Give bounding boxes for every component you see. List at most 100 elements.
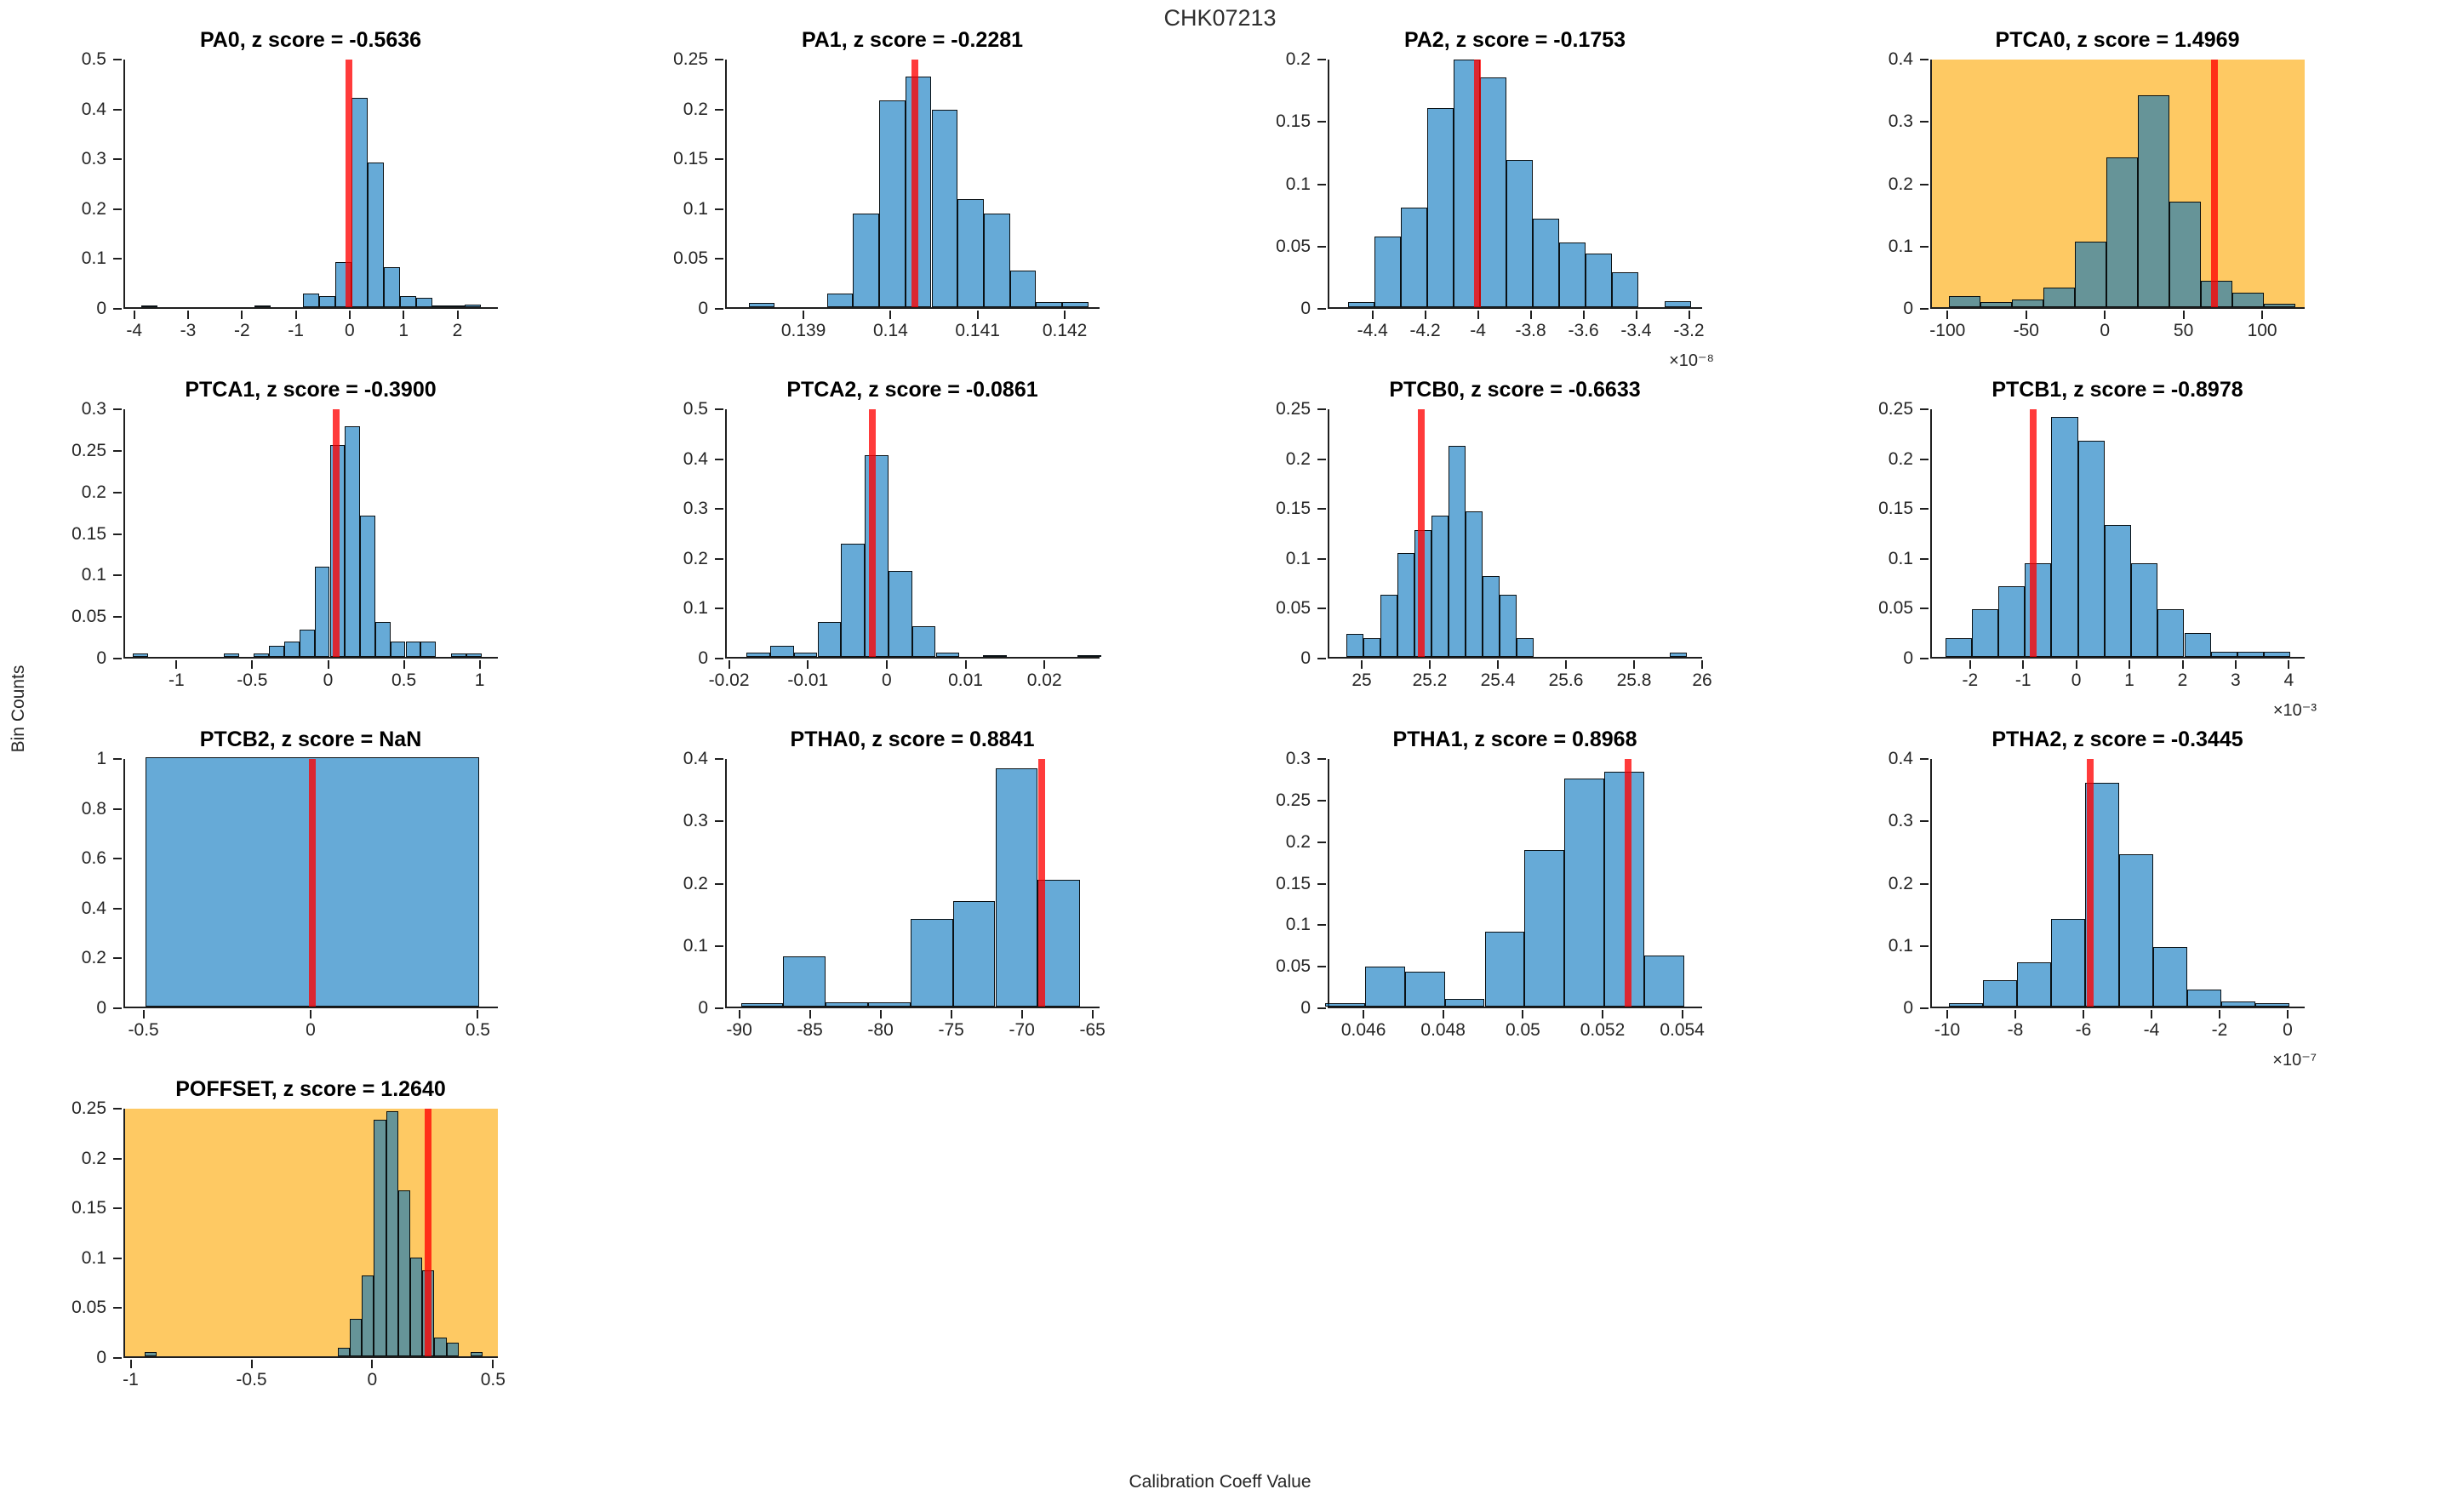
histogram-bar [853, 213, 880, 307]
y-tick-label: 0.05 [1276, 598, 1311, 619]
y-tick-label: 0 [96, 648, 106, 668]
histogram-bar [1479, 77, 1506, 307]
histogram-bar [269, 646, 284, 657]
x-tick-mark [1091, 1010, 1094, 1018]
subplot-title: PA0, z score = -0.5636 [199, 28, 422, 52]
y-tick-label: 0.1 [1285, 915, 1311, 935]
x-axis-exponent-label: ×10⁻⁷ [2272, 1051, 2317, 1070]
histogram-bar [351, 97, 368, 307]
x-tick-mark [2151, 1010, 2152, 1018]
x-tick-mark [2129, 660, 2130, 669]
histogram-bar [345, 425, 361, 657]
histogram-bar [360, 516, 375, 657]
histogram-bar [1347, 302, 1374, 307]
x-tick-label: -85 [797, 1020, 823, 1040]
y-tick-label: 0.3 [1888, 111, 1913, 132]
histogram-bar [470, 1352, 483, 1356]
y-tick-label: 0.25 [71, 1098, 106, 1118]
histogram-bar [1484, 932, 1525, 1007]
y-tick-mark [113, 758, 122, 760]
y-tick-mark [1920, 1007, 1929, 1009]
y-tick-label: 0.1 [1285, 174, 1311, 194]
histogram-bar [383, 267, 400, 307]
y-tick-mark [1317, 408, 1326, 410]
y-tick-label: 0.4 [683, 749, 708, 768]
histogram-bar [299, 629, 315, 657]
histogram-bar [995, 768, 1038, 1007]
histogram-bar [254, 305, 271, 307]
x-tick-label: 0 [306, 1020, 316, 1040]
y-tick-label: 0.15 [71, 1198, 106, 1218]
x-tick-label: 0 [323, 670, 334, 690]
subplot-PTCA2: PTCA2, z score = -0.0861 0 0.1 0.2 0.3 0.4 0.5… [683, 378, 1101, 690]
x-tick-label: -0.01 [787, 670, 829, 690]
zscore-marker-line [346, 60, 353, 307]
histogram-bar [1506, 160, 1533, 307]
x-tick-mark [492, 1360, 494, 1368]
histogram-bar [2184, 632, 2211, 657]
figure-title: CHK07213 [1163, 5, 1277, 31]
x-axis-exponent-label: ×10⁻⁸ [1669, 351, 1714, 370]
zscore-marker-line [1038, 759, 1046, 1007]
y-tick-mark [113, 108, 122, 111]
y-tick-label: 0.15 [673, 149, 708, 169]
zscore-marker-line [332, 409, 340, 657]
subplot-title: PTCB2, z score = NaN [199, 727, 422, 751]
x-tick-label: -100 [1929, 321, 1966, 340]
y-tick-label: 0.05 [1276, 956, 1311, 977]
subplot-PTHA2: PTHA2, z score = -0.3445 0 0.1 0.2 0.3 0.4 -10… [1889, 727, 2317, 1070]
x-tick-label: 25.8 [1616, 670, 1652, 690]
y-tick-mark [1920, 245, 1929, 248]
histogram-bar [1444, 999, 1485, 1007]
x-tick-label: -70 [1009, 1020, 1035, 1040]
x-tick-label: -90 [726, 1020, 752, 1040]
x-tick-label: -50 [2013, 321, 2039, 340]
y-tick-mark [113, 858, 122, 860]
y-tick-mark [715, 408, 723, 410]
histogram-bar [1036, 302, 1062, 307]
y-tick-mark [715, 658, 723, 659]
x-tick-label: 0.141 [955, 321, 1000, 340]
subplot-title: PA1, z score = -0.2281 [801, 28, 1024, 52]
x-tick-label: -65 [1079, 1020, 1106, 1040]
y-tick-label: 0.25 [1276, 399, 1311, 419]
histogram-bar [935, 653, 960, 657]
histogram-bar [1517, 637, 1534, 657]
subplot-title: PA2, z score = -0.1753 [1403, 28, 1626, 52]
y-tick-mark [715, 308, 723, 310]
x-tick-label: 26 [1692, 670, 1712, 690]
x-tick-label: 1 [2124, 670, 2134, 690]
y-tick-label: 0 [96, 998, 106, 1018]
histogram-bar [386, 1110, 398, 1356]
y-tick-label: 0.3 [683, 499, 708, 519]
zscore-marker-line [869, 409, 877, 657]
x-tick-mark [1371, 311, 1374, 319]
y-tick-label: 0.2 [81, 198, 106, 219]
x-tick-mark [1602, 1010, 1603, 1018]
y-tick-label: 0 [698, 998, 708, 1018]
histogram-bar [1980, 302, 2013, 307]
y-tick-mark [1920, 508, 1929, 511]
axes-PTCA1 [123, 409, 498, 659]
subplot-title: PTCA0, z score = 1.4969 [1995, 28, 2240, 52]
histogram-bar [1397, 553, 1414, 657]
y-tick-mark [1317, 245, 1326, 248]
y-tick-mark [1920, 944, 1929, 947]
histogram-bar [2131, 562, 2158, 657]
x-tick-mark [456, 311, 459, 319]
zscore-marker-line [1625, 759, 1632, 1007]
histogram-bar [957, 199, 984, 307]
histogram-bar [2012, 299, 2044, 307]
x-tick-mark [1946, 1010, 1948, 1018]
histogram-bar [1077, 654, 1101, 657]
y-tick-mark [1920, 557, 1929, 560]
x-tick-mark [807, 660, 809, 669]
histogram-bar [350, 1318, 363, 1356]
y-tick-label: 0 [1300, 299, 1311, 318]
y-tick-label: 0.1 [683, 198, 708, 219]
y-tick-label: 0.3 [1888, 811, 1913, 831]
x-tick-mark [2261, 311, 2264, 319]
subplot-PTCB0: PTCB0, z score = -0.6633 0 0.05 0.1 0.15 0.2 0… [1276, 378, 1712, 690]
y-tick-mark [1317, 1007, 1326, 1009]
y-tick-label: 0.3 [1285, 749, 1311, 768]
